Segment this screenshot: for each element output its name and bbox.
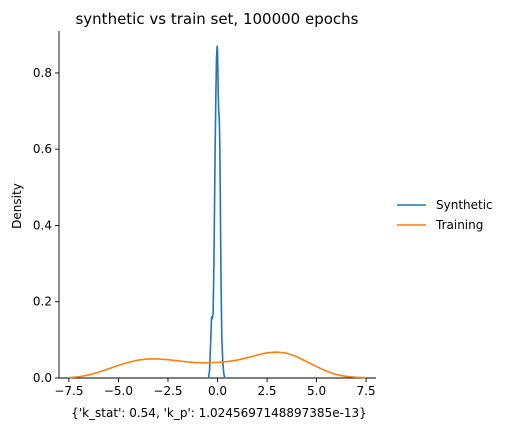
x-tick-label: 0.0 [208,384,227,398]
x-tick-label: −5.0 [104,384,133,398]
y-tick-label: 0.4 [33,218,52,232]
x-tick-label: 2.5 [257,384,276,398]
series-layer [68,45,367,379]
y-tick-label: 0.2 [33,295,52,309]
series-line-synthetic [207,45,226,379]
chart-title: synthetic vs train set, 100000 epochs [75,10,358,28]
x-axis-label: {'k_stat': 0.54, 'k_p': 1.02456971488973… [71,406,367,420]
y-tick-label: 0.8 [33,66,52,80]
y-tick-label: 0.6 [33,142,52,156]
plot-area: −7.5 −5.0 −2.5 0.0 2.5 5.0 7.5 0.0 0.2 0.4 0.6 0.8 [33,31,376,398]
y-axis-label: Density [10,183,24,229]
legend-label-synthetic: Synthetic [436,198,493,212]
y-tick-label: 0.0 [33,371,52,385]
x-ticks: −7.5 −5.0 −2.5 0.0 2.5 5.0 7.5 [54,378,376,398]
y-ticks: 0.0 0.2 0.4 0.6 0.8 [33,66,59,385]
x-tick-label: 7.5 [357,384,376,398]
x-tick-label: −2.5 [153,384,182,398]
x-tick-label: −7.5 [54,384,83,398]
series-line-training [68,351,367,379]
legend: Synthetic Training [397,198,493,232]
x-tick-label: 5.0 [307,384,326,398]
legend-label-training: Training [435,218,483,232]
